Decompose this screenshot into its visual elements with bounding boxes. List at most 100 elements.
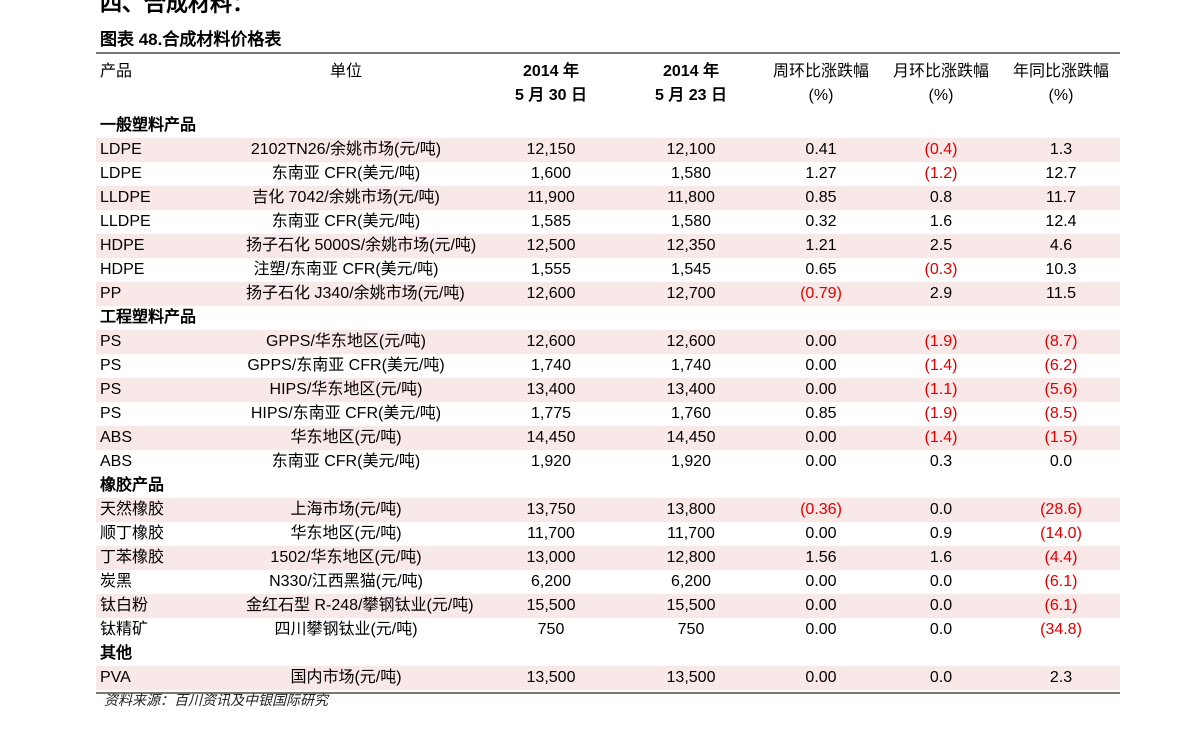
cell-mom-change: 2.9 — [929, 285, 953, 302]
header-mom-unit: (%) — [928, 87, 954, 104]
cell-mom-change: 0.8 — [929, 189, 953, 206]
cell-yoy-change: 1.3 — [1049, 141, 1073, 158]
cell-product: 天然橡胶 — [100, 501, 165, 518]
cell-product: LLDPE — [100, 213, 151, 230]
cell-mom-change: 1.6 — [929, 213, 953, 230]
cell-yoy-change: (6.2) — [1044, 357, 1078, 374]
cell-unit: HIPS/华东地区(元/吨) — [269, 381, 423, 398]
cell-unit: GPPS/东南亚 CFR(美元/吨) — [247, 357, 445, 374]
section-row: 工程塑料产品 — [96, 306, 1120, 330]
cell-mom-change: 0.0 — [929, 501, 953, 518]
table-row: HDPE 扬子石化 5000S/余姚市场(元/吨) 12,500 12,350 1.21… — [96, 234, 1120, 258]
cell-price-date2: 13,400 — [666, 381, 716, 398]
cell-mom-change: 0.9 — [929, 525, 953, 542]
cell-price-date1: 6,200 — [530, 573, 572, 590]
cell-product: LDPE — [100, 165, 142, 182]
cell-product: 钛白粉 — [100, 597, 149, 614]
cell-product: 炭黑 — [100, 573, 133, 590]
cell-price-date1: 11,900 — [527, 189, 575, 206]
header-yoy: 年同比涨跌幅 — [1012, 63, 1109, 80]
cell-mom-change: 2.5 — [929, 237, 953, 254]
cell-yoy-change: (5.6) — [1044, 381, 1078, 398]
table-row: PVA 国内市场(元/吨) 13,500 13,500 0.00 0.0 2.3 — [96, 666, 1120, 690]
cell-product: HDPE — [100, 261, 145, 278]
table-row: LDPE 东南亚 CFR(美元/吨) 1,600 1,580 1.27 (1.2) 12.7 — [96, 162, 1120, 186]
cell-yoy-change: 2.3 — [1049, 669, 1073, 686]
cell-wow-change: 0.00 — [805, 573, 837, 590]
cell-wow-change: 0.00 — [805, 525, 837, 542]
section-row: 一般塑料产品 — [96, 114, 1120, 138]
cell-price-date1: 1,600 — [530, 165, 572, 182]
cell-wow-change: 0.00 — [805, 597, 837, 614]
cell-unit: HIPS/东南亚 CFR(美元/吨) — [250, 405, 442, 422]
cell-price-date1: 1,775 — [530, 405, 572, 422]
cell-mom-change: 0.0 — [929, 573, 953, 590]
cell-wow-change: 0.00 — [805, 621, 837, 638]
cell-product: 顺丁橡胶 — [100, 525, 165, 542]
cell-mom-change: (1.9) — [924, 405, 958, 422]
source-note: 资料来源：百川资讯及中银国际研究 — [104, 692, 328, 708]
cell-yoy-change: (4.4) — [1044, 549, 1078, 566]
cell-wow-change: 0.41 — [805, 141, 837, 158]
cell-price-date2: 13,800 — [666, 501, 716, 518]
cell-price-date1: 13,750 — [526, 501, 576, 518]
cell-product: PS — [100, 333, 122, 350]
cell-unit: 东南亚 CFR(美元/吨) — [271, 213, 421, 230]
cell-yoy-change: 11.5 — [1046, 285, 1076, 302]
cell-wow-change: (0.36) — [800, 501, 842, 518]
cell-unit: 东南亚 CFR(美元/吨) — [271, 453, 421, 470]
cell-price-date1: 750 — [537, 621, 565, 638]
cell-yoy-change: 11.7 — [1046, 189, 1076, 206]
cell-product: PS — [100, 357, 122, 374]
price-table: 产品 单位 2014 年 5 月 30 日 2014 年 5 月 23 日 周环… — [96, 52, 1120, 694]
cell-yoy-change: (1.5) — [1044, 429, 1078, 446]
cell-mom-change: 0.0 — [929, 669, 953, 686]
cell-unit: 国内市场(元/吨) — [290, 669, 402, 686]
bottom-rule — [96, 692, 1120, 694]
cell-yoy-change: 12.4 — [1045, 213, 1077, 230]
cell-yoy-change: 12.7 — [1045, 165, 1077, 182]
table-row: LDPE 2102TN26/余姚市场(元/吨) 12,150 12,100 0.41 (0… — [96, 138, 1120, 162]
cell-wow-change: 0.00 — [805, 333, 837, 350]
cell-product: 丁苯橡胶 — [100, 549, 165, 566]
cell-price-date2: 14,450 — [666, 429, 716, 446]
cell-mom-change: (1.2) — [924, 165, 958, 182]
cell-price-date1: 14,450 — [526, 429, 576, 446]
cell-unit: N330/江西黑猫(元/吨) — [269, 573, 423, 590]
table-row: PS HIPS/东南亚 CFR(美元/吨) 1,775 1,760 0.85 (1.9) (… — [96, 402, 1120, 426]
cell-price-date2: 1,580 — [670, 165, 712, 182]
cell-price-date2: 1,580 — [670, 213, 712, 230]
table-row: LLDPE 东南亚 CFR(美元/吨) 1,585 1,580 0.32 1.6 12.4 — [96, 210, 1120, 234]
cell-unit: 扬子石化 J340/余姚市场(元/吨) — [246, 285, 465, 302]
cell-unit: GPPS/华东地区(元/吨) — [265, 333, 426, 350]
table-row: 炭黑 N330/江西黑猫(元/吨) 6,200 6,200 0.00 0.0 (6.1) — [96, 570, 1120, 594]
cell-price-date2: 12,800 — [666, 549, 716, 566]
cell-unit: 金红石型 R-248/攀钢钛业(元/吨) — [246, 597, 474, 614]
header-mom: 月环比涨跌幅 — [892, 63, 989, 80]
cell-unit: 上海市场(元/吨) — [290, 501, 402, 518]
cell-price-date1: 1,740 — [530, 357, 572, 374]
cell-unit: 1502/华东地区(元/吨) — [270, 549, 422, 566]
cell-price-date2: 12,350 — [666, 237, 716, 254]
cell-product: LLDPE — [100, 189, 151, 206]
cell-yoy-change: (28.6) — [1040, 501, 1082, 518]
table-row: PS HIPS/华东地区(元/吨) 13,400 13,400 0.00 (1.1) (5.… — [96, 378, 1120, 402]
cell-wow-change: 0.00 — [805, 453, 837, 470]
cell-mom-change: (1.9) — [924, 333, 958, 350]
cell-yoy-change: (34.8) — [1040, 621, 1082, 638]
cell-unit: 扬子石化 5000S/余姚市场(元/吨) — [246, 237, 477, 254]
table-row: 天然橡胶 上海市场(元/吨) 13,750 13,800 (0.36) 0.0 (28.6) — [96, 498, 1120, 522]
cell-yoy-change: (6.1) — [1044, 597, 1078, 614]
cell-price-date2: 1,740 — [670, 357, 712, 374]
cell-mom-change: 0.0 — [929, 621, 953, 638]
cell-wow-change: 0.00 — [805, 381, 837, 398]
cell-price-date2: 12,700 — [666, 285, 716, 302]
table-row: PS GPPS/华东地区(元/吨) 12,600 12,600 0.00 (1.9) (8.… — [96, 330, 1120, 354]
table-row: ABS 华东地区(元/吨) 14,450 14,450 0.00 (1.4) (1.5) — [96, 426, 1120, 450]
header-date2-day: 5 月 23 日 — [654, 87, 728, 104]
cell-product: LDPE — [100, 141, 142, 158]
cell-unit: 华东地区(元/吨) — [290, 525, 402, 542]
header-date1-day: 5 月 30 日 — [514, 87, 588, 104]
cell-price-date1: 12,600 — [526, 285, 576, 302]
header-unit: 单位 — [329, 63, 362, 80]
